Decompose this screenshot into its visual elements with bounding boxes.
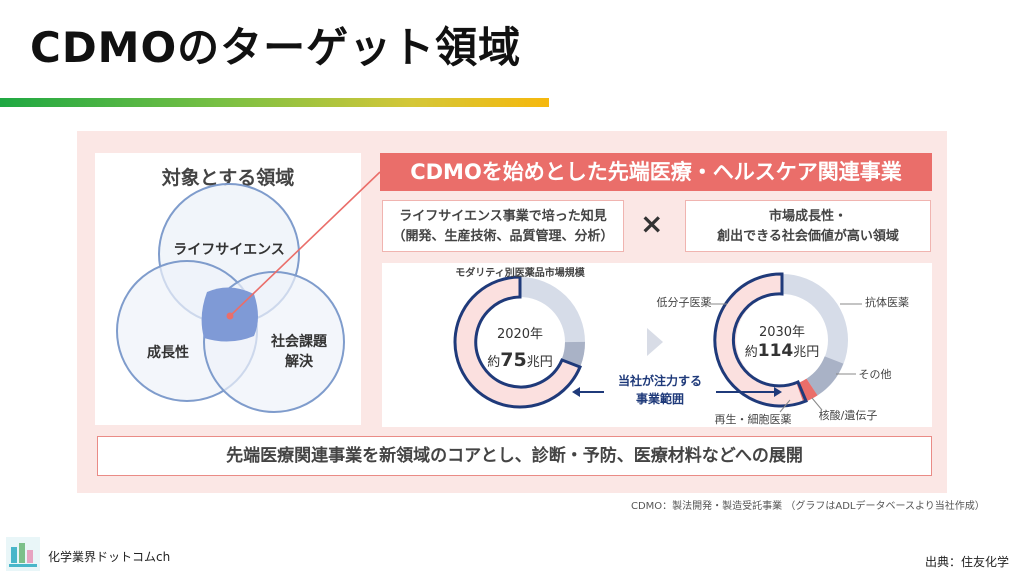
donut-2030 [713, 272, 848, 408]
label-nucleic: 核酸/遺伝子 [819, 408, 878, 422]
donut-2030-regen [796, 378, 818, 403]
year-2020: 2020年 [497, 327, 543, 342]
donut-2020-other [561, 341, 585, 367]
label-small-molecule: 低分子医薬 [657, 296, 712, 309]
donut-2030-small-molecule [715, 274, 804, 406]
title-accent-bar [0, 98, 549, 107]
knowledge-box-line2: （開発、生産技術、品質管理、分析） [392, 229, 614, 244]
label-regen: 再生・細胞医薬 [715, 412, 792, 426]
chart-title: モダリティ別医薬品市場規模 [455, 266, 585, 279]
source-credit: 出典：住友化学 [925, 555, 1010, 569]
knowledge-box-line1: ライフサイエンス事業で培った知見 [399, 209, 607, 224]
page-title: CDMOのターゲット領域 [30, 23, 522, 72]
venn-label-right-1: 社会課題 [270, 333, 328, 350]
banner: CDMOを始めとした先端医療・ヘルスケア関連事業 [380, 153, 932, 191]
year-2030: 2030年 [759, 325, 805, 340]
value-2030: 約114兆円 [745, 341, 820, 361]
donut-2020 [453, 275, 585, 409]
donut-2030-other [806, 355, 844, 396]
donut-2020-small-molecule [455, 277, 581, 407]
value-2020: 約75兆円 [487, 349, 552, 371]
times-symbol: × [640, 207, 664, 240]
conclusion-box: 先端医療関連事業を新領域のコアとし、診断・予防、医療材料などへの展開 [97, 436, 932, 476]
venn-label-right-2: 解決 [285, 353, 314, 370]
market-box-line1: 市場成長性・ [768, 209, 847, 224]
growth-arrow [647, 328, 663, 356]
brand-name: 化学業界ドットコムch [48, 550, 171, 564]
venn-label-top: ライフサイエンス [173, 242, 285, 258]
market-box-line2: 創出できる社会価値が高い領域 [717, 229, 899, 244]
market-box: 市場成長性・ 創出できる社会価値が高い領域 [685, 200, 931, 252]
label-other: その他 [859, 368, 892, 381]
focus-label-1: 当社が注力する [618, 373, 702, 388]
donut-2020-focus-outline [453, 275, 582, 409]
knowledge-box: ライフサイエンス事業で培った知見 （開発、生産技術、品質管理、分析） [382, 200, 624, 252]
label-antibody: 抗体医薬 [865, 295, 909, 309]
footnote: CDMO：製法開発・製造受託事業 （グラフはADLデータベースより当社作成） [631, 501, 985, 512]
channel-logo-icon [6, 537, 40, 571]
venn-connector-line [229, 171, 381, 317]
focus-label-2: 事業範囲 [636, 391, 684, 406]
donut-2030-focus-outline [713, 272, 808, 408]
venn-label-left: 成長性 [147, 344, 189, 361]
venn-heading: 対象とする領域 [161, 167, 295, 189]
